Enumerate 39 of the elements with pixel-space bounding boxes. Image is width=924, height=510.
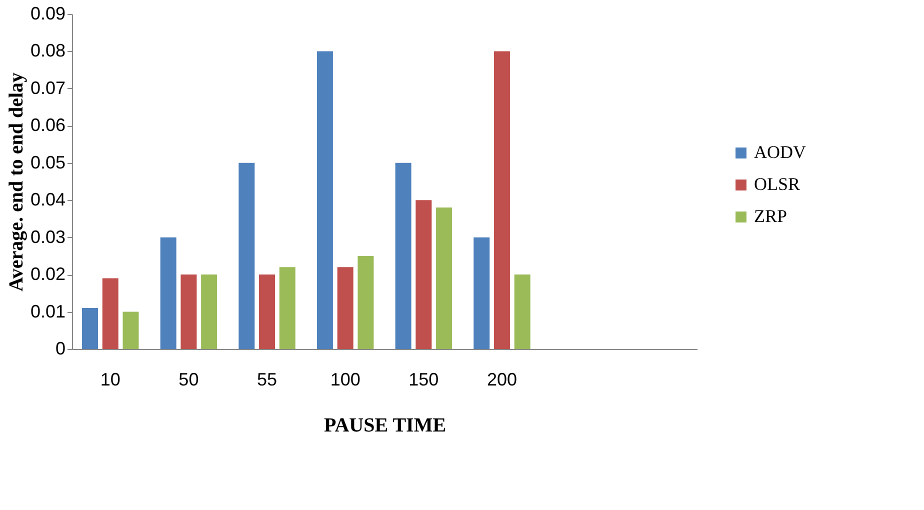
x-tick-label: 100 xyxy=(330,370,360,390)
x-tick-label: 200 xyxy=(486,370,518,390)
bar xyxy=(316,51,333,349)
bar xyxy=(337,267,354,349)
bar xyxy=(494,51,510,349)
x-tick-label: 50 xyxy=(178,370,199,390)
bar xyxy=(358,256,374,349)
bar xyxy=(201,274,218,349)
bar xyxy=(474,237,490,349)
bar xyxy=(122,312,139,349)
x-axis-title: PAUSE TIME xyxy=(324,414,446,436)
y-tick-label: 0.01 xyxy=(30,301,66,322)
bar xyxy=(395,162,412,349)
bar xyxy=(82,308,98,349)
bar xyxy=(160,237,176,349)
bar xyxy=(279,267,296,349)
legend-label: ZRP xyxy=(754,206,788,226)
y-tick-label: 0.05 xyxy=(30,152,66,172)
y-tick-label: 0.03 xyxy=(30,226,66,247)
bar xyxy=(436,208,452,349)
y-tick-label: 0.09 xyxy=(30,4,66,24)
y-axis-title: Average. end to end delay xyxy=(5,72,28,292)
bar xyxy=(514,274,530,349)
bar xyxy=(416,200,432,349)
y-tick-label: 0.07 xyxy=(30,78,66,98)
bar xyxy=(238,162,255,349)
bar xyxy=(102,278,118,349)
y-tick-label: 0.04 xyxy=(30,190,66,210)
legend-label: OLSR xyxy=(754,174,800,194)
y-tick-label: 0.06 xyxy=(30,115,66,136)
bar xyxy=(259,274,276,349)
x-tick-label: 10 xyxy=(100,370,120,390)
bar xyxy=(180,274,197,349)
y-tick-label: 0.08 xyxy=(30,40,66,61)
legend-label: AODV xyxy=(754,142,806,162)
y-tick-label: 0.02 xyxy=(30,264,66,284)
x-tick-label: 150 xyxy=(408,370,439,390)
y-tick-label: 0 xyxy=(55,338,66,358)
x-tick-label: 55 xyxy=(257,370,278,390)
